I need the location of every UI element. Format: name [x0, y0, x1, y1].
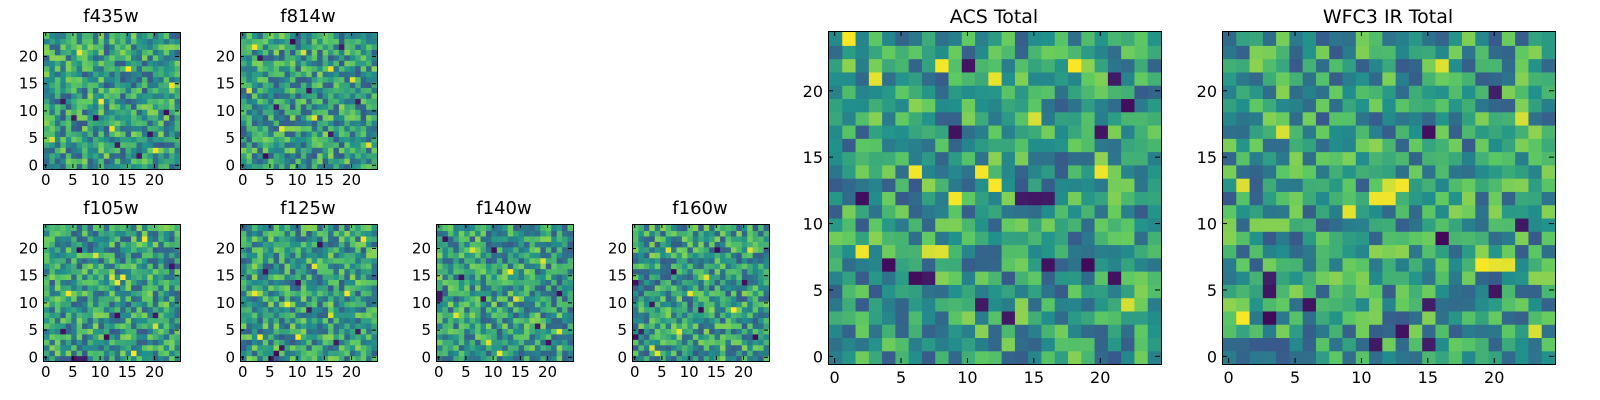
y-tick-label: 10 — [608, 294, 627, 312]
y-tick-label: 15 — [19, 75, 38, 93]
x-tick-label: 15 — [511, 363, 530, 381]
x-tick-label: 20 — [145, 363, 164, 381]
y-tick-label: 0 — [813, 347, 823, 366]
axes: 0 5 10 15 2005101520 — [240, 224, 376, 360]
x-tick-label: 15 — [1024, 368, 1044, 387]
y-tick-label: 20 — [216, 239, 235, 257]
y-tick-label: 15 — [216, 75, 235, 93]
y-tick-label: 10 — [803, 215, 823, 234]
panel-title: f140w — [436, 198, 572, 219]
panel-title: WFC3 IR Total — [1222, 6, 1554, 28]
x-tick-label: 10 — [91, 363, 110, 381]
y-tick-label: 10 — [412, 294, 431, 312]
y-tick-label: 20 — [19, 239, 38, 257]
x-tick-label: 0 — [630, 363, 640, 381]
y-tick-label: 5 — [421, 321, 431, 339]
x-tick-label: 10 — [91, 171, 110, 189]
y-tick-label: 0 — [617, 348, 627, 366]
panel-f160w: f160w 0 5 10 15 20 0 5 10 15 20 — [632, 224, 768, 360]
y-tick-label: 5 — [617, 321, 627, 339]
panel-title: f814w — [240, 6, 376, 27]
panel-f125w: f125w 0 5 10 15 20 0 5 10 15 20 — [240, 224, 376, 360]
x-tick-label: 0 — [238, 171, 248, 189]
y-tick-label: 20 — [412, 239, 431, 257]
y-tick-label: 5 — [813, 281, 823, 300]
y-tick-label: 0 — [28, 348, 38, 366]
x-tick-label: 10 — [484, 363, 503, 381]
panel-title: f125w — [240, 198, 376, 219]
x-tick-label: 10 — [288, 363, 307, 381]
figure: f435w 0 5 10 15 20 0 5 10 15 20 f814w 0 5 10 15 20 0 5 1… — [0, 0, 1600, 400]
y-tick-label: 5 — [225, 129, 235, 147]
y-tick-label: 10 — [216, 102, 235, 120]
panel-title: f105w — [43, 198, 179, 219]
y-tick-label: 15 — [803, 148, 823, 167]
y-tick-label: 0 — [421, 348, 431, 366]
y-tick-label: 10 — [19, 102, 38, 120]
x-tick-label: 15 — [118, 171, 137, 189]
x-tick-label: 15 — [118, 363, 137, 381]
axes: 0 5 10 15 2005101520 — [240, 32, 376, 168]
x-tick-label: 10 — [680, 363, 699, 381]
axes: 0 5 10 15 2005101520 — [43, 32, 179, 168]
x-tick-label: 5 — [68, 363, 78, 381]
y-tick-label: 0 — [28, 156, 38, 174]
x-tick-label: 10 — [957, 368, 977, 387]
panel-f105w: f105w 0 5 10 15 20 0 5 10 15 20 — [43, 224, 179, 360]
y-tick-label: 0 — [225, 156, 235, 174]
panel-title: f435w — [43, 6, 179, 27]
y-tick-label: 20 — [803, 82, 823, 101]
y-tick-label: 10 — [216, 294, 235, 312]
panel-title: ACS Total — [828, 6, 1160, 28]
y-tick-label: 5 — [28, 129, 38, 147]
panel-f814w: f814w 0 5 10 15 20 0 5 10 15 20 — [240, 32, 376, 168]
y-tick-label: 5 — [225, 321, 235, 339]
y-tick-label: 20 — [19, 47, 38, 65]
x-tick-label: 5 — [461, 363, 471, 381]
x-tick-label: 20 — [342, 363, 361, 381]
x-tick-label: 20 — [538, 363, 557, 381]
panel-f140w: f140w 0 5 10 15 20 0 5 10 15 20 — [436, 224, 572, 360]
x-tick-label: 0 — [41, 363, 51, 381]
panel-f435w: f435w 0 5 10 15 20 0 5 10 15 20 — [43, 32, 179, 168]
x-tick-label: 10 — [288, 171, 307, 189]
x-tick-label: 0 — [830, 368, 840, 387]
x-tick-label: 15 — [315, 363, 334, 381]
x-tick-label: 0 — [41, 171, 51, 189]
x-tick-label: 15 — [315, 171, 334, 189]
axes: 0 5 10 15 2005101520 — [632, 224, 768, 360]
x-tick-label: 0 — [434, 363, 444, 381]
x-tick-label: 20 — [734, 363, 753, 381]
x-tick-label: 20 — [342, 171, 361, 189]
y-tick-label: 20 — [216, 47, 235, 65]
x-tick-label: 5 — [896, 368, 906, 387]
y-tick-label: 20 — [608, 239, 627, 257]
y-tick-label: 15 — [608, 267, 627, 285]
panel-wfc3-ir-total: WFC3 IR Total 0 5 10 15 20 0 5 10 15 20 — [1222, 31, 1554, 363]
panel-title: f160w — [632, 198, 768, 219]
x-tick-label: 5 — [265, 363, 275, 381]
y-tick-label: 0 — [225, 348, 235, 366]
y-tick-label: 10 — [19, 294, 38, 312]
x-tick-label: 20 — [145, 171, 164, 189]
axes: 0 5 10 15 2005101520 — [436, 224, 572, 360]
y-tick-label: 15 — [216, 267, 235, 285]
x-tick-label: 20 — [1090, 368, 1110, 387]
x-tick-label: 5 — [68, 171, 78, 189]
x-tick-label: 15 — [707, 363, 726, 381]
y-tick-label: 15 — [19, 267, 38, 285]
axes: 0 5 10 15 2005101520 — [828, 31, 1160, 363]
panel-acs-total: ACS Total 0 5 10 15 20 0 5 10 15 20 — [828, 31, 1160, 363]
axes: 0 5 10 15 2005101520 — [43, 224, 179, 360]
x-tick-label: 0 — [238, 363, 248, 381]
x-tick-label: 5 — [265, 171, 275, 189]
y-tick-label: 5 — [28, 321, 38, 339]
x-tick-label: 5 — [657, 363, 667, 381]
y-tick-label: 15 — [412, 267, 431, 285]
